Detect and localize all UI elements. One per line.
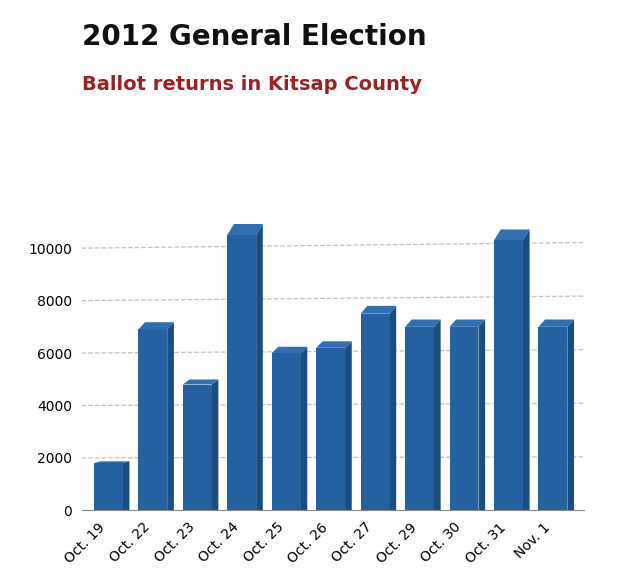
Polygon shape — [450, 320, 485, 327]
Polygon shape — [122, 461, 129, 510]
Polygon shape — [538, 327, 567, 510]
Polygon shape — [272, 347, 307, 353]
Polygon shape — [405, 320, 441, 327]
Polygon shape — [479, 320, 485, 510]
Polygon shape — [494, 230, 529, 240]
Polygon shape — [405, 327, 434, 510]
Polygon shape — [212, 379, 219, 510]
Polygon shape — [360, 314, 389, 510]
Polygon shape — [227, 235, 256, 510]
Polygon shape — [183, 379, 219, 385]
Text: Ballot returns in Kitsap County: Ballot returns in Kitsap County — [82, 75, 421, 95]
Polygon shape — [434, 320, 441, 510]
Polygon shape — [138, 329, 167, 510]
Polygon shape — [538, 320, 574, 327]
Polygon shape — [345, 341, 352, 510]
Polygon shape — [138, 322, 174, 329]
Polygon shape — [301, 347, 307, 510]
Polygon shape — [227, 224, 263, 235]
Polygon shape — [256, 224, 263, 510]
Polygon shape — [94, 461, 129, 463]
Polygon shape — [450, 327, 479, 510]
Polygon shape — [523, 230, 529, 510]
Polygon shape — [316, 348, 345, 510]
Polygon shape — [167, 322, 174, 510]
Polygon shape — [272, 353, 301, 510]
Text: 2012 General Election: 2012 General Election — [82, 23, 426, 51]
Polygon shape — [94, 463, 122, 510]
Polygon shape — [316, 341, 352, 348]
Polygon shape — [389, 306, 396, 510]
Polygon shape — [567, 320, 574, 510]
Polygon shape — [360, 306, 396, 314]
Polygon shape — [494, 240, 523, 510]
Polygon shape — [183, 385, 212, 510]
